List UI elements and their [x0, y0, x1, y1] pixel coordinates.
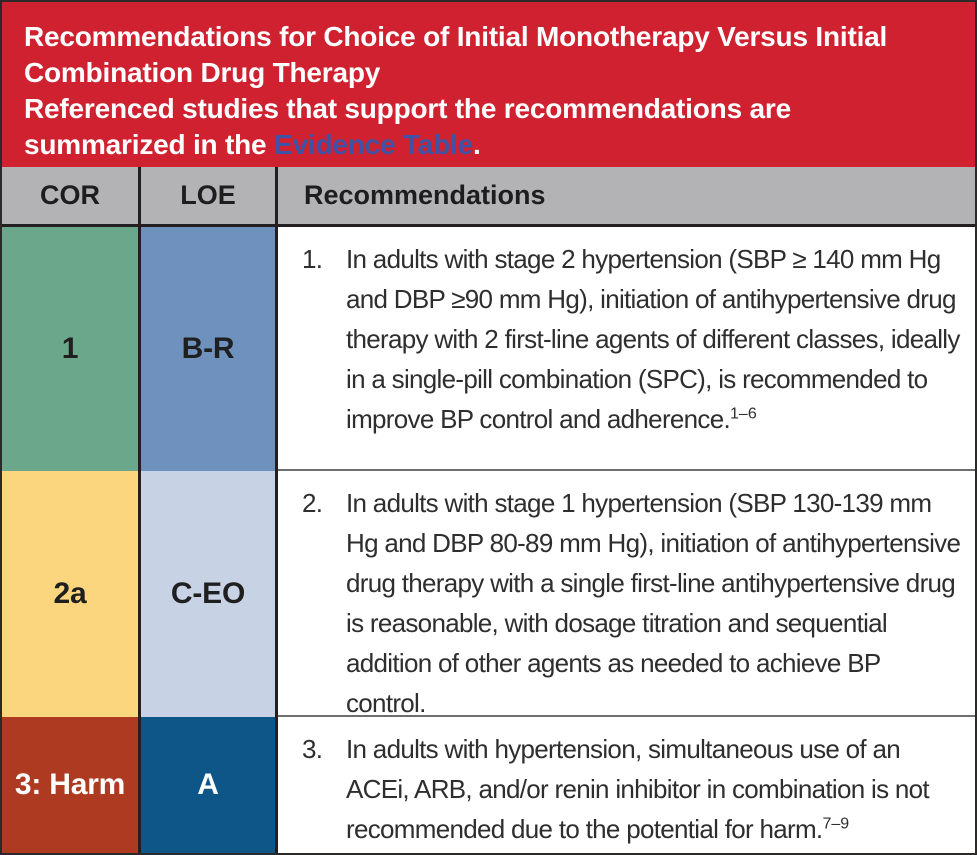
loe-badge-row2: C-EO	[141, 471, 278, 717]
banner-title-line1: Recommendations for Choice of Initial Mo…	[24, 21, 888, 52]
recommendation-text-1: In adults with stage 2 hypertension (SBP…	[346, 244, 960, 434]
recommendation-citation-3: 7–9	[822, 815, 850, 833]
banner-subtitle: Referenced studies that support the reco…	[24, 91, 953, 163]
loe-badge-row1: B-R	[141, 227, 278, 471]
recommendation-item-3: 3. In adults with hypertension, simultane…	[302, 729, 963, 849]
recommendations-table: COR LOE Recommendations 1 B-R 1. In adult…	[2, 167, 975, 853]
banner-title: Recommendations for Choice of Initial Mo…	[24, 19, 953, 91]
cor-badge-row1: 1	[2, 227, 141, 471]
recommendation-number-2: 2.	[302, 488, 323, 518]
cor-badge-row2: 2a	[2, 471, 141, 717]
recommendation-item-2: 2. In adults with stage 1 hypertension (S…	[302, 483, 963, 717]
recommendation-text-2: In adults with stage 1 hypertension (SBP…	[346, 488, 961, 717]
evidence-table-link[interactable]: Evidence Table	[274, 129, 473, 160]
recommendation-number-3: 3.	[302, 734, 323, 764]
recommendation-citation-1: 1–6	[730, 405, 757, 423]
recommendation-item-1: 1. In adults with stage 2 hypertension (S…	[302, 239, 963, 439]
column-header-cor: COR	[2, 167, 141, 227]
recommendation-number-1: 1.	[302, 244, 323, 274]
banner-subtitle-period: .	[473, 129, 481, 160]
recommendation-text-3: In adults with hypertension, simultaneou…	[346, 734, 930, 844]
column-header-recommendations: Recommendations	[278, 167, 975, 227]
banner: Recommendations for Choice of Initial Mo…	[2, 2, 975, 167]
cor-badge-row3: 3: Harm	[2, 717, 141, 853]
banner-title-line2: Combination Drug Therapy	[24, 57, 381, 88]
column-header-loe: LOE	[141, 167, 278, 227]
recommendation-cell-row3: 3. In adults with hypertension, simultane…	[278, 717, 975, 853]
recommendation-cell-row1: 1. In adults with stage 2 hypertension (S…	[278, 227, 975, 471]
recommendation-cell-row2: 2. In adults with stage 1 hypertension (S…	[278, 471, 975, 717]
loe-badge-row3: A	[141, 717, 278, 853]
banner-subtitle-text: Referenced studies that support the reco…	[24, 93, 791, 160]
